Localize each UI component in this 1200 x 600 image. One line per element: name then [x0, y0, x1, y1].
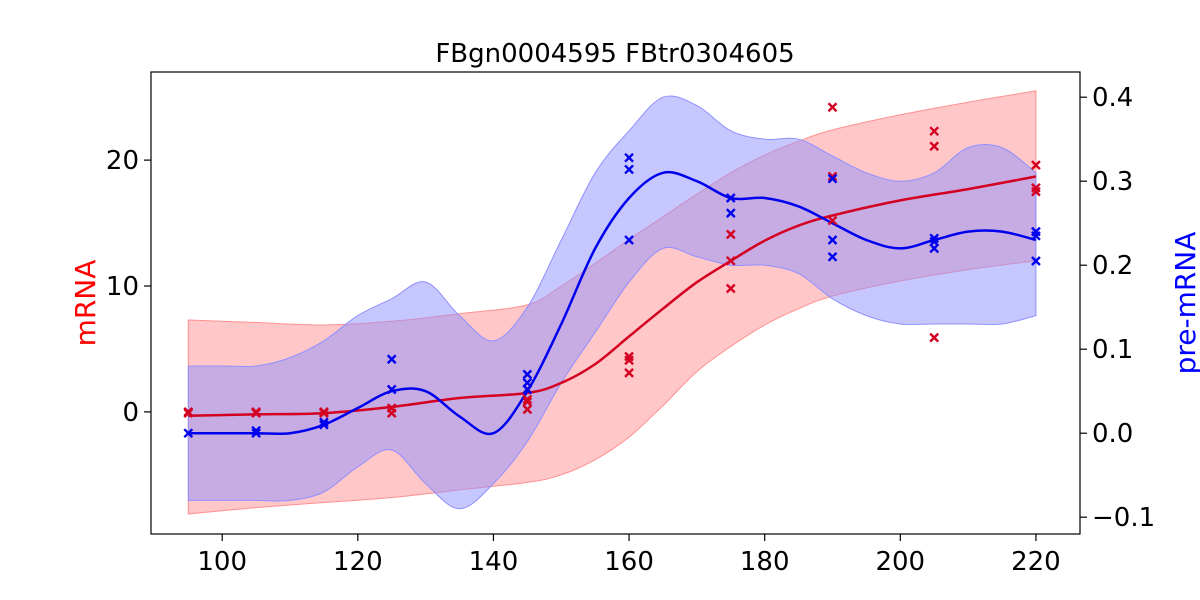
x-tick-label: 100 [197, 547, 247, 577]
premrna-data-point [827, 251, 838, 262]
x-tick-label: 180 [740, 547, 790, 577]
y-left-tick-label: 10 [106, 272, 139, 302]
premrna-data-point [522, 369, 533, 380]
x-tick-label: 120 [333, 547, 383, 577]
plot-area [183, 90, 1041, 515]
premrna-data-point [522, 384, 533, 395]
mrna-data-point [827, 102, 838, 113]
y-right-tick-label: 0.0 [1092, 419, 1133, 449]
x-tick-label: 160 [604, 547, 654, 577]
premrna-data-point [725, 193, 736, 203]
mrna-mean-line [188, 175, 1037, 417]
mrna-data-point [624, 368, 634, 378]
premrna-data-point [827, 235, 838, 245]
mrna-data-point [929, 332, 940, 343]
premrna-mean-line [188, 170, 1037, 436]
y-right-tick-label: 0.1 [1092, 335, 1133, 365]
mrna-data-point [929, 126, 940, 137]
premrna-data-point [319, 419, 329, 430]
chart-title: FBgn0004595 FBtr0304605 [435, 39, 794, 69]
y-left-tick-label: 0 [122, 398, 139, 428]
mrna-data-point [1031, 160, 1041, 171]
mrna-data-point [319, 408, 329, 418]
premrna-data-point [929, 243, 940, 254]
mrna-data-point [827, 215, 838, 226]
mrna-data-point [183, 408, 194, 418]
y-right-tick-label: −0.1 [1092, 503, 1155, 533]
premrna-data-point [624, 164, 634, 175]
mrna-data-point [725, 229, 736, 240]
y-left-axis-label: mRNA [69, 260, 102, 347]
x-tick-label: 220 [1011, 547, 1061, 577]
plot-frame [150, 71, 1081, 535]
premrna-data-point [251, 425, 261, 436]
y-right-tick-label: 0.3 [1092, 167, 1133, 197]
y-right-axis-label: pre-mRNA [1169, 232, 1200, 375]
premrna-data-point [386, 384, 397, 395]
y-right-tick-label: 0.4 [1092, 83, 1133, 113]
premrna-data-point [929, 233, 940, 244]
y-right-tick-label: 0.2 [1092, 251, 1133, 281]
x-tick-label: 140 [469, 547, 519, 577]
premrna-data-point [251, 428, 261, 439]
premrna-data-point [183, 428, 194, 439]
premrna-data-point [386, 354, 397, 365]
mrna-data-point [725, 255, 736, 266]
premrna-data-point [624, 235, 634, 245]
y-left-tick-label: 20 [106, 146, 139, 176]
mrna-data-point [251, 408, 261, 418]
mrna-data-point [522, 394, 533, 405]
premrna-data-point [1031, 256, 1041, 266]
mrna-data-point [929, 141, 940, 152]
mrna-data-point [386, 408, 397, 418]
mrna-data-point [725, 283, 736, 294]
mrna-data-point [827, 171, 838, 182]
mrna-data-point [624, 355, 634, 366]
x-tick-label: 200 [875, 547, 925, 577]
premrna-data-point [725, 208, 736, 218]
premrna-data-point [624, 152, 634, 163]
premrna-data-point [1031, 230, 1041, 241]
premrna-data-point [319, 417, 329, 428]
mrna-data-point [522, 396, 533, 407]
mrna-data-point [522, 404, 533, 415]
mrna-data-point [1031, 186, 1041, 197]
axes: 100 120 140 160 180 200 220 0 10 20 0.0 0.1 0.2 0.3 0.… [106, 83, 1155, 577]
premrna-data-point [827, 173, 838, 184]
